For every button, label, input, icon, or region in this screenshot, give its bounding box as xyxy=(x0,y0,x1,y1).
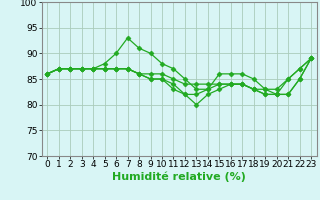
X-axis label: Humidité relative (%): Humidité relative (%) xyxy=(112,172,246,182)
